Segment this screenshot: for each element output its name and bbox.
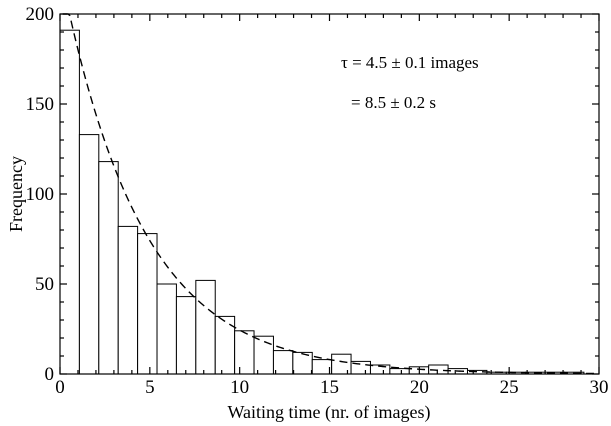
y-axis-label: Frequency xyxy=(6,156,26,232)
ticks-group xyxy=(59,13,600,375)
y-tick-labels: 0 50 100 150 200 xyxy=(26,4,55,385)
histogram-bar xyxy=(175,296,197,375)
x-tick-label: 30 xyxy=(590,377,609,398)
x-tick-label: 20 xyxy=(410,377,429,398)
histogram-bar xyxy=(59,29,80,375)
histogram-bar xyxy=(253,335,274,375)
histogram-bar xyxy=(117,225,139,375)
histogram-bar xyxy=(311,359,333,375)
histogram-bar xyxy=(331,353,352,375)
histogram-bar xyxy=(389,368,410,375)
bars-group xyxy=(59,29,585,375)
x-tick-label: 15 xyxy=(320,377,339,398)
y-tick-label: 100 xyxy=(26,184,55,205)
y-tick-label: 150 xyxy=(26,94,55,115)
histogram-bar xyxy=(78,134,100,375)
x-tick-label: 25 xyxy=(500,377,519,398)
x-tick-label: 0 xyxy=(55,377,65,398)
seconds-annotation: = 8.5 ± 0.2 s xyxy=(351,93,436,112)
y-tick-label: 0 xyxy=(45,364,55,385)
histogram-bar xyxy=(195,279,216,375)
histogram-bar xyxy=(156,283,177,375)
histogram-bar xyxy=(292,351,313,375)
histogram-bar xyxy=(137,233,158,375)
x-tick-label: 5 xyxy=(145,377,155,398)
y-tick-label: 200 xyxy=(26,4,55,25)
y-tick-label: 50 xyxy=(35,274,54,295)
x-axis-label: Waiting time (nr. of images) xyxy=(227,402,430,423)
histogram-bar xyxy=(234,330,255,375)
histogram-bar xyxy=(98,161,119,375)
tau-annotation: τ = 4.5 ± 0.1 images xyxy=(341,53,479,72)
x-tick-label: 10 xyxy=(230,377,249,398)
histogram-bar xyxy=(272,350,294,375)
x-tick-labels: 0 5 10 15 20 25 30 xyxy=(55,377,608,398)
